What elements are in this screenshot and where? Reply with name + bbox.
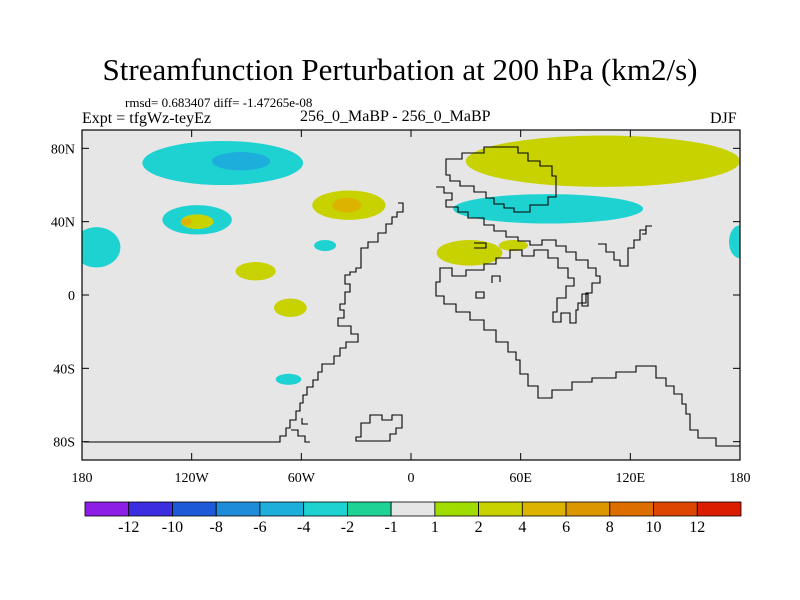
colorbar-label-9: 4 — [518, 519, 526, 536]
colorbar-swatch-8 — [434, 501, 479, 517]
y-tick-label-0: 80N — [51, 142, 75, 157]
colorbar-label-1: -10 — [162, 519, 183, 536]
colorbar-swatch-2 — [172, 501, 217, 517]
colorbar-label-4: -4 — [297, 519, 310, 536]
colorbar-swatch-7 — [390, 501, 436, 517]
x-tick-label-2: 60W — [288, 471, 316, 486]
coastline-africa-horn — [475, 291, 485, 299]
chart-title: Streamfunction Perturbation at 200 hPa (… — [102, 52, 698, 87]
coastline-antarctic-peninsula — [291, 429, 310, 443]
colorbar-swatch-3 — [215, 501, 261, 517]
anomaly-region-11 — [275, 373, 302, 385]
y-tick-label-4: 80S — [53, 436, 75, 451]
coastline-south-tip — [301, 418, 308, 425]
colorbar-label-5: -2 — [341, 519, 354, 536]
colorbar-swatch-11 — [565, 501, 611, 517]
colorbar-label-3: -6 — [253, 519, 266, 536]
y-tick-label-3: 40S — [53, 362, 75, 377]
coastline-india — [581, 293, 589, 307]
anomaly-region-8 — [235, 262, 276, 281]
colorbar-swatch-9 — [478, 501, 523, 517]
coastline-eurasia-africa — [435, 186, 740, 447]
colorbar-label-8: 2 — [475, 519, 483, 536]
anomaly-region-13 — [453, 194, 644, 224]
anomaly-region-9 — [314, 240, 337, 251]
season-label: DJF — [710, 110, 737, 127]
anomaly-region-5 — [82, 227, 121, 268]
colorbar-swatch-0 — [84, 501, 130, 517]
colorbar-swatch-4 — [259, 501, 305, 517]
coastline-greenland — [445, 146, 557, 213]
anomaly-region-1 — [211, 152, 271, 171]
colorbar-label-6: -1 — [384, 519, 397, 536]
anomaly-field — [82, 135, 740, 385]
colorbar-swatch-6 — [346, 501, 392, 517]
colorbar-swatch-5 — [303, 501, 348, 517]
x-tick-label-5: 120E — [616, 471, 646, 486]
y-tick-label-2: 0 — [68, 289, 75, 304]
colorbar-label-10: 6 — [562, 519, 570, 536]
anomaly-region-3 — [180, 214, 214, 229]
coastline-asia-east — [598, 229, 646, 267]
x-tick-label-0: 180 — [72, 471, 93, 486]
colorbar-label-11: 8 — [606, 519, 614, 536]
experiment-label: Expt = tfgWz-teyEz — [82, 110, 211, 127]
colorbar-label-13: 12 — [689, 519, 705, 536]
colorbar-swatch-1 — [128, 501, 173, 517]
colorbar: -12 -10 -8 -6 -4 -2 -1 1 2 4 6 8 10 12 — [84, 501, 742, 536]
colorbar-label-7: 1 — [431, 519, 439, 536]
anomaly-region-4 — [180, 218, 192, 226]
colorbar-swatch-10 — [521, 501, 567, 517]
colorbar-label-12: 10 — [646, 519, 662, 536]
coastlines — [84, 146, 740, 447]
chart-subtitle: 256_0_MaBP - 256_0_MaBP — [300, 108, 491, 125]
colorbar-label-2: -8 — [210, 519, 223, 536]
x-tick-label-1: 120W — [175, 471, 210, 486]
x-axis: 180 120W 60W 0 60E 120E 180 — [72, 130, 751, 486]
anomaly-region-14 — [436, 240, 503, 266]
anomaly-region-10 — [274, 298, 307, 317]
x-tick-label-4: 60E — [509, 471, 532, 486]
y-axis: 80N 40N 0 40S 80S — [51, 142, 740, 451]
x-tick-label-6: 180 — [730, 471, 751, 486]
anomaly-region-16 — [729, 225, 740, 259]
y-tick-label-1: 40N — [51, 216, 75, 231]
colorbar-swatch-13 — [653, 501, 698, 517]
stats-text: rmsd= 0.683407 diff= -1.47265e-08 — [125, 95, 313, 110]
anomaly-region-12 — [465, 135, 740, 187]
coastline-japan — [642, 225, 652, 235]
anomaly-region-15 — [498, 240, 528, 251]
colorbar-swatch-14 — [696, 501, 742, 517]
x-tick-label-3: 0 — [408, 471, 415, 486]
coastline-med-sea — [474, 242, 487, 249]
colorbar-swatch-12 — [609, 501, 654, 517]
anomaly-region-7 — [332, 197, 362, 213]
coastline-antarctic-island — [355, 414, 403, 442]
colorbar-label-0: -12 — [118, 519, 139, 536]
coastline-americas — [84, 202, 404, 443]
coastline-arabia — [491, 275, 501, 283]
